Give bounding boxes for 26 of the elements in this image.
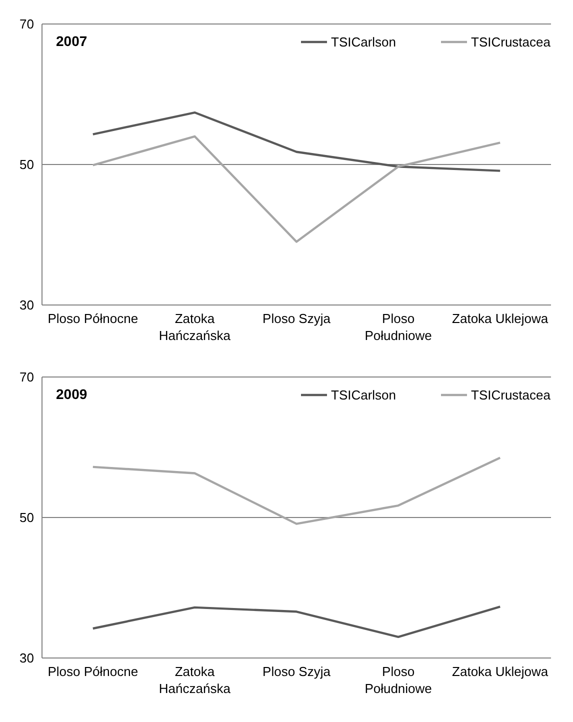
legend-label: TSICrustacea bbox=[471, 388, 552, 403]
legend-label: TSICrustacea bbox=[471, 34, 552, 50]
legend-label: TSICarlson bbox=[331, 388, 396, 403]
text: 2007 bbox=[56, 33, 88, 49]
x-tick-label: Zatoka Hańczańska bbox=[158, 311, 232, 343]
y-tick-label: 30 bbox=[20, 650, 34, 666]
y-tick-label: 50 bbox=[20, 157, 34, 172]
y-tick-label: 70 bbox=[20, 16, 34, 32]
x-tick-label: Ploso Południowe bbox=[364, 311, 432, 343]
line-series bbox=[92, 111, 502, 172]
legend-label: TSICarlson bbox=[331, 34, 396, 50]
x-tick-label: Zatoka Uklejowa bbox=[452, 664, 549, 679]
x-tick-label: Zatoka Hańczańska bbox=[158, 664, 232, 696]
x-tick-label: Ploso Szyja bbox=[262, 311, 332, 326]
x-tick-label: Ploso Szyja bbox=[262, 664, 332, 679]
text: 2009 bbox=[56, 386, 88, 402]
x-tick-label: Ploso Południowe bbox=[364, 664, 432, 696]
line-series bbox=[92, 135, 502, 243]
x-tick-label: Ploso Północne bbox=[48, 311, 138, 326]
x-tick-label: Ploso Północne bbox=[48, 664, 138, 679]
x-tick-label: Zatoka Uklejowa bbox=[452, 311, 549, 326]
y-tick-label: 70 bbox=[20, 370, 34, 385]
line-series bbox=[92, 456, 502, 525]
y-tick-label: 30 bbox=[20, 298, 34, 313]
y-tick-label: 50 bbox=[20, 510, 34, 526]
line-series bbox=[92, 606, 502, 638]
